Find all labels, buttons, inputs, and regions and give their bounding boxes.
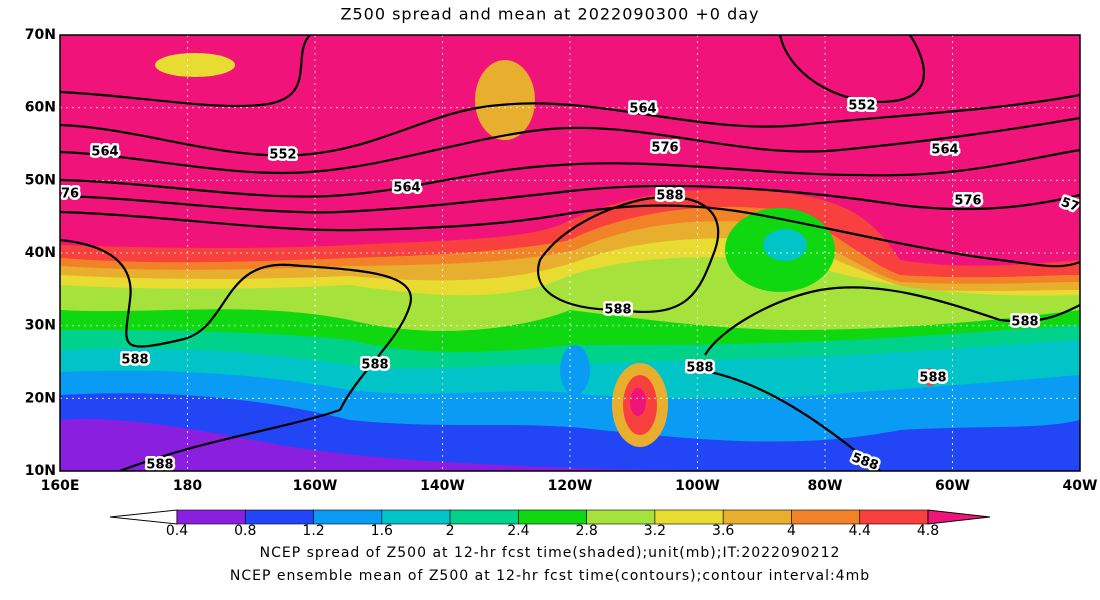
lat-label: 40N (25, 245, 56, 261)
contour-label: 564 (393, 181, 420, 196)
colorbar-segment (244, 509, 314, 525)
contour (60, 93, 1080, 157)
lon-label: 140W (420, 478, 465, 494)
graticule (60, 35, 1080, 471)
colorbar-under (109, 509, 178, 525)
colorbar-segment (654, 509, 724, 525)
contour (60, 184, 1080, 214)
lat-label: 30N (25, 318, 56, 334)
contour-label: 564 (91, 145, 118, 160)
contour (704, 286, 1080, 356)
lon-label: 160W (293, 478, 338, 494)
contour (699, 368, 881, 471)
contour (60, 148, 1080, 198)
spread-region (560, 345, 590, 395)
spread-region (923, 368, 937, 386)
contour-label: 76 (61, 187, 79, 202)
contour-label: 576 (651, 141, 678, 156)
lat-label: 20N (25, 390, 56, 406)
lon-label: 60W (935, 478, 970, 494)
contour-label: 588 (1011, 315, 1038, 330)
lat-label: 70N (25, 27, 56, 43)
colorbar-over (927, 509, 991, 525)
colorbar-segment (176, 509, 246, 525)
lon-label: 180 (173, 478, 202, 494)
contour-label: 588 (686, 361, 713, 376)
contour (60, 238, 413, 411)
colorbar-segment (313, 509, 383, 525)
contour (778, 35, 926, 103)
colorbar-segment (381, 509, 451, 525)
spread-region (60, 419, 800, 471)
contour-label: 588 (656, 189, 683, 204)
contour-label: 552 (269, 148, 296, 163)
contour-label: 564 (629, 102, 656, 117)
caption: NCEP spread of Z500 at 12-hr fcst time(s… (260, 545, 841, 561)
colorbar-tick-label: 4 (787, 523, 796, 539)
title: Z500 spread and mean at 2022090300 +0 da… (341, 5, 760, 24)
contour (60, 204, 1080, 268)
contour-label: 576 (954, 194, 981, 209)
colorbar-segment (586, 509, 656, 525)
map-frame (59, 34, 1081, 472)
colorbar-tick-label: 4.4 (849, 523, 871, 539)
colorbar-tick-label: 1.6 (371, 523, 393, 539)
lon-label: 120W (548, 478, 593, 494)
colorbar-tick-label: 4.8 (917, 523, 939, 539)
contour (119, 408, 341, 471)
colorbar-tick-label: 3.6 (712, 523, 734, 539)
colorbar-segment (791, 509, 861, 525)
lon-label: 40W (1063, 478, 1098, 494)
colorbar-tick-label: 2 (446, 523, 455, 539)
colorbar: 0.4 0.8 1.2 1.6 2 2.4 2.8 3.2 3.6 4 4.4 4.8 (109, 509, 991, 539)
contour-label: 552 (848, 99, 875, 114)
caption: NCEP ensemble mean of Z500 at 12-hr fcst… (230, 568, 870, 584)
lat-label: 60N (25, 100, 56, 116)
contour-label: 564 (931, 143, 958, 158)
colorbar-tick-label: 3.2 (644, 523, 666, 539)
contour (60, 116, 1080, 175)
contour-label: 588 (919, 371, 946, 386)
colorbar-segment (518, 509, 587, 525)
contour (60, 35, 311, 108)
colorbar-tick-label: 0.4 (166, 523, 188, 539)
spread-region (763, 229, 807, 261)
contour-label: 588 (604, 303, 631, 318)
lat-label: 50N (25, 172, 56, 188)
lon-label: 100W (675, 478, 720, 494)
lon-label: 80W (808, 478, 843, 494)
spread-region (630, 388, 646, 416)
colorbar-tick-label: 0.8 (234, 523, 256, 539)
spread-region (475, 60, 535, 140)
colorbar-segment (859, 509, 929, 525)
contours (60, 35, 1080, 471)
colorbar-tick-label: 2.4 (507, 523, 529, 539)
contour-label: 588 (361, 358, 388, 373)
colorbar-tick-label: 1.2 (302, 523, 324, 539)
colorbar-segment (722, 509, 792, 525)
lon-label: 160E (41, 478, 80, 494)
spread-region (155, 53, 235, 77)
colorbar-segment (449, 509, 519, 525)
contour (537, 196, 720, 313)
colorbar-tick-label: 2.8 (576, 523, 598, 539)
contour-label: 588 (146, 458, 173, 473)
lat-label: 10N (25, 463, 56, 479)
contour-label: 588 (121, 353, 148, 368)
